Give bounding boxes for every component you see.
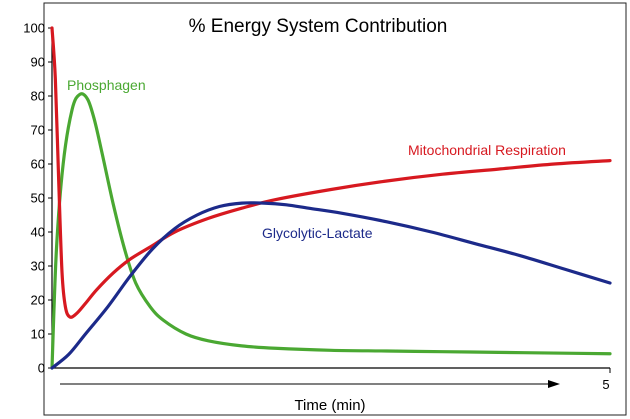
series-label-phosphagen: Phosphagen bbox=[67, 77, 146, 93]
plot-frame bbox=[43, 2, 627, 416]
series-line-mitochondrial-respiration bbox=[50, 26, 612, 319]
chart-title: % Energy System Contribution bbox=[189, 16, 448, 37]
y-tick-label: 20 bbox=[31, 293, 45, 308]
y-tick-label: 40 bbox=[31, 225, 45, 240]
y-tick-label: 30 bbox=[31, 259, 45, 274]
y-tick-label: 60 bbox=[31, 157, 45, 172]
y-tick-label: 10 bbox=[31, 327, 45, 342]
x-axis-title: Time (min) bbox=[294, 397, 365, 414]
y-tick-label: 70 bbox=[31, 123, 45, 138]
y-tick-label: 100 bbox=[23, 21, 45, 36]
series-label-mitochondrial: Mitochondrial Respiration bbox=[408, 142, 566, 158]
y-tick-label: 80 bbox=[31, 89, 45, 104]
y-tick-label: 0 bbox=[38, 361, 45, 376]
series-line-phosphagen bbox=[50, 92, 612, 370]
y-tick-label: 50 bbox=[31, 191, 45, 206]
series-label-glycolytic: Glycolytic-Lactate bbox=[262, 225, 373, 241]
x-tick-label: 5 bbox=[602, 377, 609, 392]
time-arrow-head bbox=[548, 380, 560, 388]
series-line-glycolytic-lactate bbox=[50, 201, 612, 370]
y-tick-label: 90 bbox=[31, 55, 45, 70]
series-group bbox=[50, 26, 612, 370]
y-ticks-group: 0 10 20 30 40 50 60 70 80 90 100 bbox=[23, 21, 611, 376]
